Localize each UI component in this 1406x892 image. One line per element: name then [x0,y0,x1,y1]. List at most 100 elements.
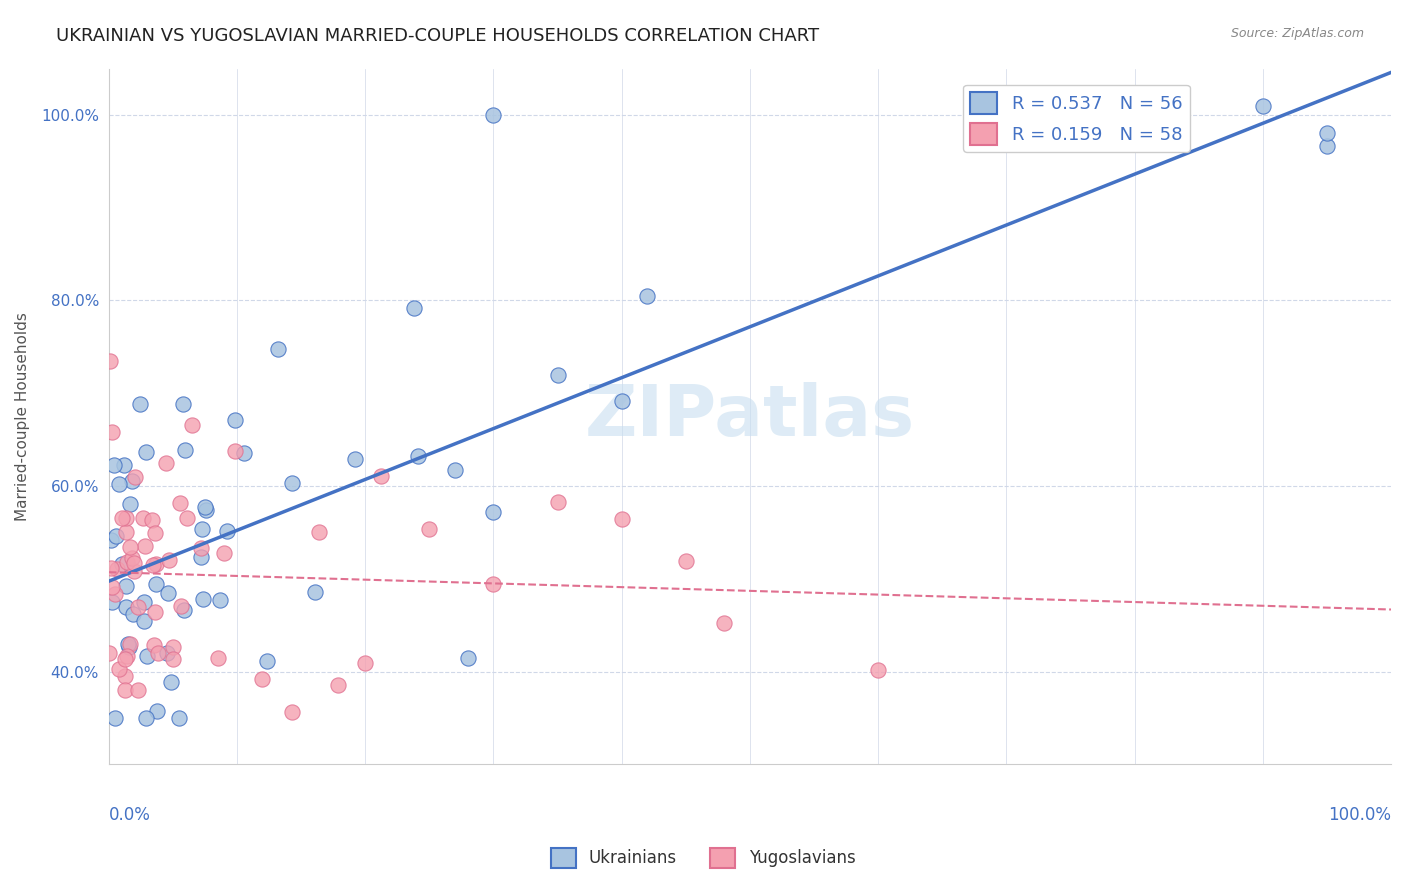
Point [155,456,177,470]
Point [141,513,163,527]
Point [142,558,165,572]
Point [115,599,138,614]
Point [194,500,217,515]
Point [122,564,145,578]
Point [194,503,217,517]
Point [217,524,239,538]
Text: UKRAINIAN VS YUGOSLAVIAN MARRIED-COUPLE HOUSEHOLDS CORRELATION CHART: UKRAINIAN VS YUGOSLAVIAN MARRIED-COUPLE … [56,27,820,45]
Point [169,496,191,510]
Point [101,595,124,609]
Point [482,506,505,520]
Point [121,474,143,488]
Point [101,425,124,439]
Point [98,646,121,660]
Point [114,651,136,665]
Point [146,704,169,718]
Point [134,540,156,554]
Point [176,511,198,525]
Point [443,463,465,477]
Point [146,646,169,660]
Point [104,711,127,725]
Point [134,614,156,628]
Point [111,557,134,571]
Point [406,450,429,464]
Point [115,511,138,525]
Point [128,397,150,411]
Point [143,605,166,619]
Point [214,546,236,560]
Point [115,648,138,663]
Point [142,638,165,652]
Point [256,654,278,668]
Point [157,585,180,599]
Point [156,646,179,660]
Point [636,288,658,302]
Point [170,599,193,613]
Point [267,343,290,357]
Point [114,682,136,697]
Point [118,640,141,655]
Point [418,522,440,536]
Point [111,511,134,525]
Point [167,711,190,725]
Point [354,656,377,670]
Point [457,651,479,665]
Point [157,553,180,567]
Point [173,603,195,617]
Point [547,495,569,509]
Point [112,458,135,472]
Text: 0.0%: 0.0% [108,806,150,824]
Point [162,640,184,655]
Point [103,458,125,473]
Point [117,637,139,651]
Point [482,108,505,122]
Point [124,470,146,484]
Point [308,525,330,540]
Point [100,561,122,575]
Point [121,550,143,565]
Point [115,525,138,540]
Point [281,705,304,719]
Text: 100.0%: 100.0% [1329,806,1391,824]
Point [1316,127,1339,141]
Point [127,599,149,614]
Point [224,413,246,427]
Point [675,554,697,568]
Point [127,682,149,697]
Point [100,533,122,547]
Point [172,397,194,411]
Point [304,584,326,599]
Point [610,512,633,526]
Legend: Ukrainians, Yugoslavians: Ukrainians, Yugoslavians [544,841,862,875]
Point [132,511,155,525]
Point [145,557,167,571]
Point [104,587,127,601]
Point [713,616,735,631]
Point [370,468,392,483]
Point [547,368,569,383]
Point [326,678,349,692]
Point [117,555,139,569]
Point [120,636,142,650]
Point [868,663,890,677]
Point [181,417,204,432]
Point [191,522,214,536]
Point [1251,98,1274,112]
Point [135,445,157,459]
Point [118,497,141,511]
Point [118,540,141,554]
Point [104,529,127,543]
Point [105,561,128,575]
Point [402,301,425,316]
Legend: R = 0.537   N = 56, R = 0.159   N = 58: R = 0.537 N = 56, R = 0.159 N = 58 [963,85,1189,152]
Point [344,451,367,466]
Point [115,579,138,593]
Point [136,649,159,664]
Point [135,711,157,725]
Point [108,476,131,491]
Point [108,662,131,676]
Point [143,526,166,541]
Point [190,541,212,556]
Point [98,354,121,368]
Point [174,443,197,458]
